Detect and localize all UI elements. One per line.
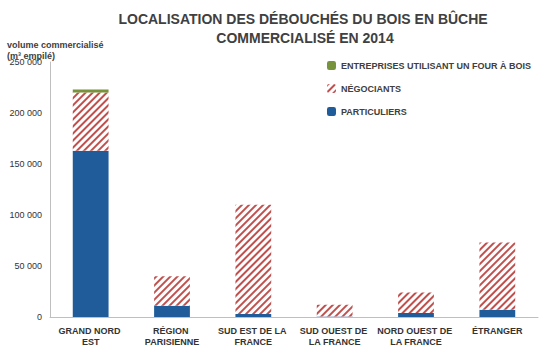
svg-text:50 000: 50 000 — [14, 261, 42, 271]
svg-text:250 000: 250 000 — [9, 57, 42, 67]
svg-text:EST: EST — [82, 337, 100, 347]
svg-text:FRANCE: FRANCE — [235, 337, 273, 347]
svg-text:GRAND NORD: GRAND NORD — [58, 326, 123, 336]
svg-text:volume commercialisé: volume commercialisé — [7, 40, 106, 50]
svg-text:ENTREPRISES UTILISANT UN FOUR: ENTREPRISES UTILISANT UN FOUR À BOIS — [341, 61, 531, 71]
svg-text:200 000: 200 000 — [9, 108, 42, 118]
svg-text:(m³ empilé): (m³ empilé) — [7, 51, 55, 61]
svg-text:150 000: 150 000 — [9, 159, 42, 169]
svg-text:0: 0 — [37, 312, 42, 322]
svg-text:LOCALISATION DES DÉBOUCHÉS DU: LOCALISATION DES DÉBOUCHÉS DU BOIS EN BÛ… — [118, 10, 491, 27]
svg-text:SUD EST DE LA: SUD EST DE LA — [218, 326, 289, 336]
svg-text:LA FRANCE: LA FRANCE — [390, 337, 442, 347]
svg-text:PARISIENNE: PARISIENNE — [145, 337, 199, 347]
svg-text:100 000: 100 000 — [9, 210, 42, 220]
svg-text:NORD OUEST DE: NORD OUEST DE — [377, 326, 455, 336]
svg-text:COMMERCIALISÉ EN 2014: COMMERCIALISÉ EN 2014 — [216, 30, 394, 46]
svg-text:SUD OUEST DE: SUD OUEST DE — [300, 326, 370, 336]
svg-text:LA FRANCE: LA FRANCE — [309, 337, 361, 347]
svg-text:NÉGOCIANTS: NÉGOCIANTS — [341, 84, 401, 94]
svg-text:PARTICULIERS: PARTICULIERS — [341, 107, 407, 117]
svg-text:ÉTRANGER: ÉTRANGER — [472, 326, 523, 336]
svg-text:RÉGION: RÉGION — [153, 326, 191, 336]
